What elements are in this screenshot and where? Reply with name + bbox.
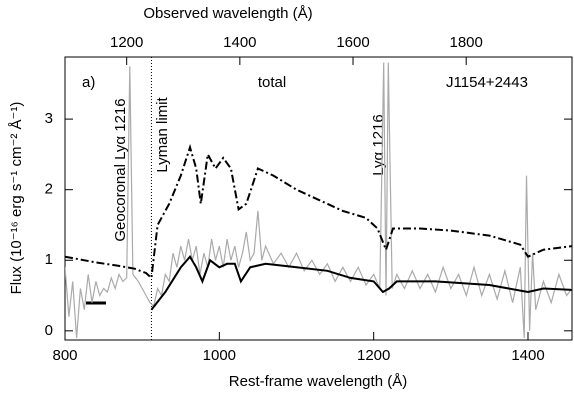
y-tick-label: 3 <box>45 110 53 127</box>
x2-tick-label: 1200 <box>110 34 143 51</box>
annotation: Lyman limit <box>154 97 171 173</box>
x-tick-label: 1000 <box>203 347 236 364</box>
x-tick-label: 800 <box>52 347 77 364</box>
annotation: Geocoronal Lyα 1216 <box>112 98 129 241</box>
panel-label: a) <box>82 74 95 91</box>
spectrum-line <box>150 254 572 311</box>
x2-tick-label: 1800 <box>449 34 482 51</box>
y-tick-label: 1 <box>45 251 53 268</box>
annotation: total <box>258 74 286 91</box>
y-axis-label: Flux (10⁻¹⁶ erg s⁻¹ cm⁻² Å⁻¹) <box>8 102 25 295</box>
spectrum-line <box>65 143 572 280</box>
x-tick-label: 1200 <box>357 347 390 364</box>
x2-tick-label: 1600 <box>336 34 369 51</box>
x2-axis-label: Observed wavelength (Å) <box>143 5 312 22</box>
y-tick-label: 0 <box>45 322 53 339</box>
plot-frame <box>64 56 573 341</box>
annotation: J1154+2443 <box>446 74 528 91</box>
y-tick-label: 2 <box>45 181 53 198</box>
x-tick-label: 1400 <box>511 347 544 364</box>
spectrum-line <box>65 62 572 338</box>
x-axis-label: Rest-frame wavelength (Å) <box>229 373 407 390</box>
x2-tick-label: 1400 <box>223 34 256 51</box>
